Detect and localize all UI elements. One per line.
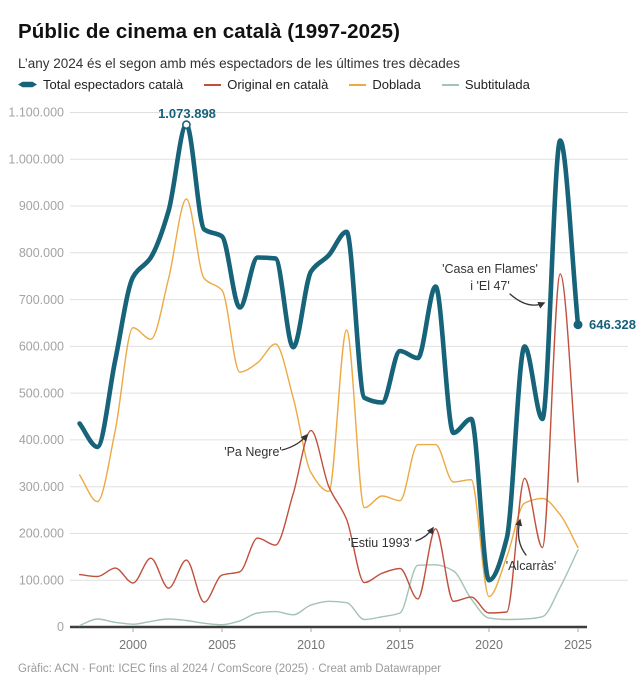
x-tick-label: 2020 [475, 638, 503, 652]
page-title: Públic de cinema en català (1997-2025) [18, 19, 401, 43]
chart-footer: Gràfic: ACN · Font: ICEC fins al 2024 / … [18, 663, 442, 675]
y-tick-label: 200.000 [19, 527, 64, 541]
x-tick-label: 2000 [119, 638, 147, 652]
x-tick-label: 2015 [386, 638, 414, 652]
alcarras-arrow [515, 518, 527, 556]
legend-label-original: Original en català [227, 77, 329, 92]
page-subtitle: L’any 2024 és el segon amb més espectado… [18, 55, 461, 71]
legend-item-total: Total espectadors català [18, 77, 183, 92]
legend-item-doblada: Doblada [349, 77, 421, 92]
end-label: 646.328 [589, 317, 636, 332]
alcarras: 'Alcarràs' [506, 559, 557, 573]
y-tick-label: 100.000 [19, 573, 64, 587]
x-tick-label: 2005 [208, 638, 236, 652]
legend-label-total: Total espectadors català [43, 77, 184, 92]
legend-label-subtitulada: Subtitulada [464, 77, 530, 92]
legend-label-doblada: Doblada [372, 77, 421, 92]
original-line-swatch [204, 83, 222, 86]
y-tick-label: 1.100.000 [8, 106, 64, 120]
annotation-labels: 1.073.898 646.328 'Casa en Flames' i 'El 47… [158, 106, 636, 573]
y-tick-label: 1.000.000 [8, 153, 64, 167]
x-tick-label: 2010 [297, 638, 325, 652]
y-tick-label: 800.000 [19, 246, 64, 260]
subtitulada-line [78, 549, 579, 627]
point-markers [181, 120, 583, 330]
legend-item-original: Original en català [204, 77, 328, 92]
estiu-1993: 'Estiu 1993' [348, 536, 412, 550]
original-line [78, 273, 579, 614]
y-tick-label: 600.000 [19, 340, 64, 354]
x-axis [70, 625, 587, 632]
y-tick-label: 0 [57, 620, 64, 634]
pa-negre: 'Pa Negre' [224, 445, 282, 459]
casa-line1: 'Casa en Flames' [442, 262, 538, 276]
casa-line2: i 'El 47' [470, 279, 510, 293]
pa-negre-arrow [281, 433, 308, 451]
doblada-line [78, 198, 579, 598]
peak-point-marker [181, 120, 191, 130]
y-tick-label: 500.000 [19, 386, 64, 400]
doblada-line-swatch [349, 83, 367, 86]
total-line-swatch [18, 81, 37, 88]
subtitulada-line-swatch [441, 83, 459, 86]
y-axis-labels: 0 100.000 200.000 300.000 400.000 500.000 600.… [8, 106, 64, 635]
casa-arrow [509, 293, 546, 309]
total-line [77, 122, 581, 583]
y-tick-label: 900.000 [19, 199, 64, 213]
y-tick-label: 700.000 [19, 293, 64, 307]
legend: Total espectadors català Original en cat… [18, 77, 530, 92]
legend-item-subtitulada: Subtitulada [441, 77, 530, 92]
annotation-arrows [281, 293, 546, 556]
end-point-marker [573, 320, 583, 330]
y-tick-label: 300.000 [19, 480, 64, 494]
x-axis-labels: 2000 2005 2010 2015 2020 2025 [119, 638, 592, 652]
estiu-arrow [415, 526, 434, 542]
gridlines [70, 112, 628, 581]
peak-label: 1.073.898 [158, 106, 216, 121]
x-tick-label: 2025 [564, 638, 592, 652]
data-lines [77, 122, 581, 627]
y-tick-label: 400.000 [19, 433, 64, 447]
